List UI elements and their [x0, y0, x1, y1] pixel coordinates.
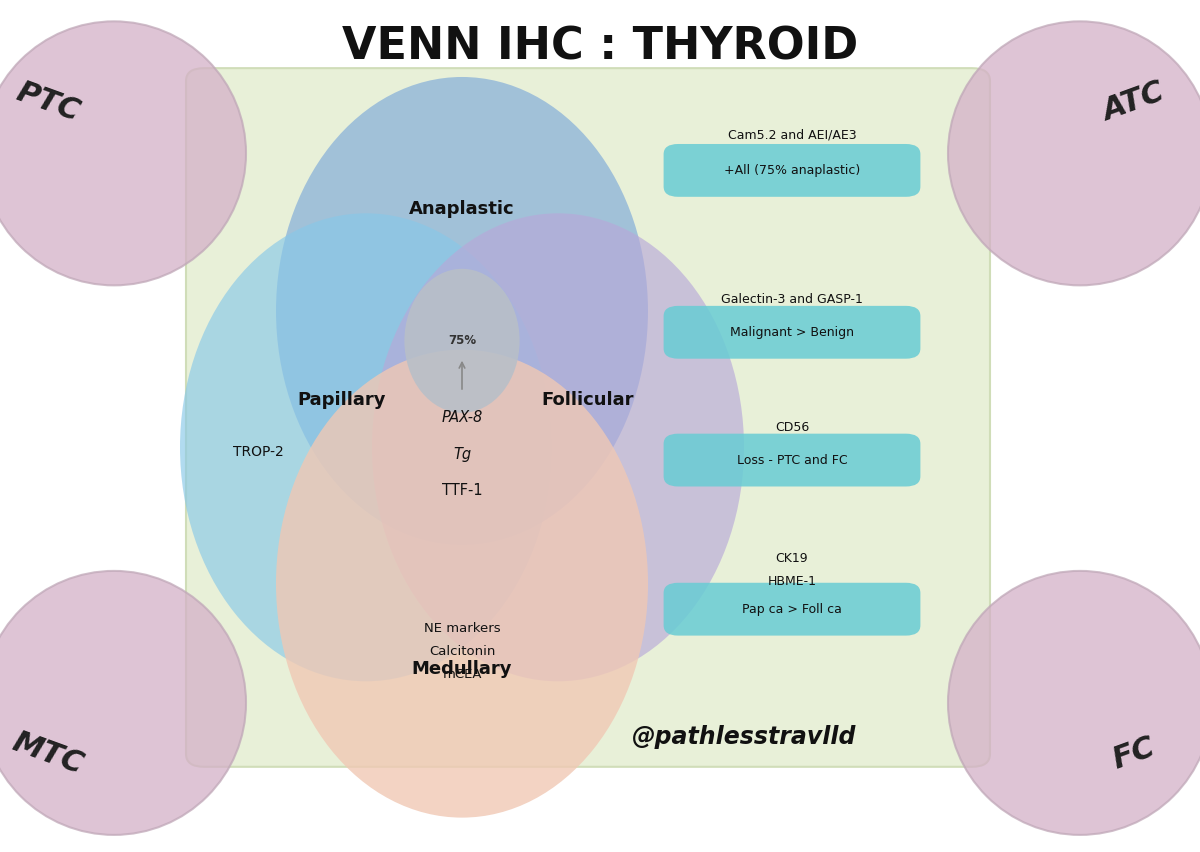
- Text: CK19: CK19: [775, 551, 809, 565]
- Text: CD56: CD56: [775, 421, 809, 435]
- Ellipse shape: [948, 571, 1200, 835]
- Text: FC: FC: [1109, 733, 1159, 775]
- Text: Medullary: Medullary: [412, 659, 512, 678]
- Text: 75%: 75%: [448, 334, 476, 348]
- Text: NE markers: NE markers: [424, 622, 500, 636]
- Text: PTC: PTC: [12, 78, 84, 127]
- Text: VENN IHC : THYROID: VENN IHC : THYROID: [342, 26, 858, 68]
- FancyBboxPatch shape: [186, 68, 990, 767]
- Text: Cam5.2 and AEI/AE3: Cam5.2 and AEI/AE3: [727, 128, 857, 141]
- FancyBboxPatch shape: [664, 434, 920, 486]
- Ellipse shape: [0, 571, 246, 835]
- Text: +All (75% anaplastic): +All (75% anaplastic): [724, 164, 860, 177]
- Text: Malignant > Benign: Malignant > Benign: [730, 325, 854, 339]
- Ellipse shape: [372, 213, 744, 682]
- Ellipse shape: [276, 77, 648, 545]
- FancyBboxPatch shape: [664, 583, 920, 636]
- Text: TROP-2: TROP-2: [233, 445, 283, 458]
- Text: PAX-8: PAX-8: [442, 410, 482, 425]
- Ellipse shape: [180, 213, 552, 682]
- Ellipse shape: [948, 21, 1200, 285]
- Text: HBME-1: HBME-1: [768, 574, 816, 588]
- Text: Calcitonin: Calcitonin: [428, 645, 496, 659]
- Text: Follicular: Follicular: [541, 391, 635, 410]
- Text: TTF-1: TTF-1: [442, 483, 482, 498]
- Text: mCEA: mCEA: [443, 668, 481, 682]
- FancyBboxPatch shape: [664, 144, 920, 197]
- Ellipse shape: [276, 349, 648, 818]
- FancyBboxPatch shape: [664, 306, 920, 359]
- Text: Papillary: Papillary: [298, 391, 386, 410]
- Text: ATC: ATC: [1099, 78, 1169, 127]
- Text: Anaplastic: Anaplastic: [409, 199, 515, 218]
- Text: Galectin-3 and GASP-1: Galectin-3 and GASP-1: [721, 293, 863, 307]
- Text: @pathlesstravlld: @pathlesstravlld: [632, 725, 856, 749]
- Text: Loss - PTC and FC: Loss - PTC and FC: [737, 453, 847, 467]
- Text: MTC: MTC: [8, 728, 88, 780]
- Text: Tg: Tg: [452, 446, 472, 462]
- Ellipse shape: [0, 21, 246, 285]
- Text: Pap ca > Foll ca: Pap ca > Foll ca: [742, 602, 842, 616]
- Ellipse shape: [404, 268, 520, 413]
